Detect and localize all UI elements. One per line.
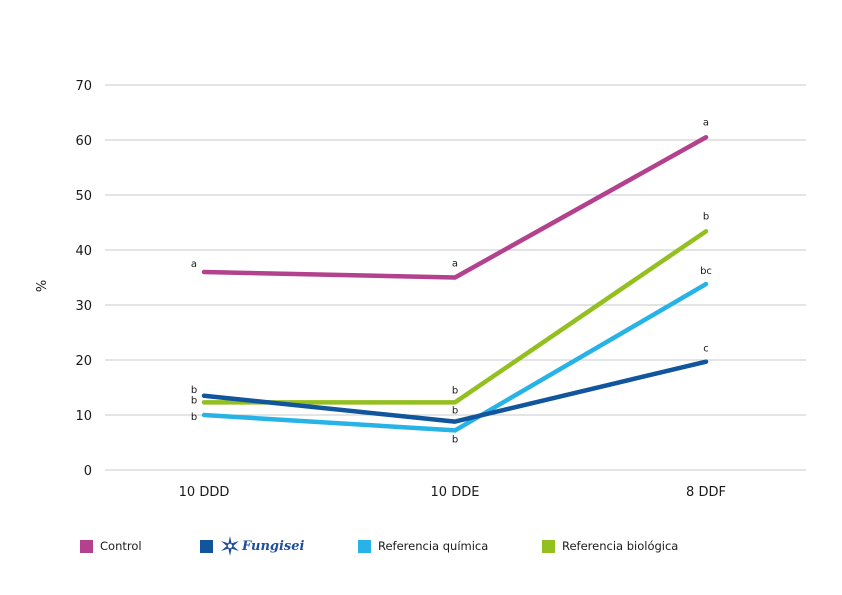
y-axis-ticks: 0 10 20 30 40 50 60 70	[75, 79, 92, 479]
y-tick-label: 0	[84, 464, 92, 479]
x-tick-label: 10 DDD	[179, 485, 230, 500]
series-line-referencia-química	[201, 281, 709, 433]
y-tick-label: 40	[75, 244, 92, 259]
significance-label: b	[191, 395, 197, 406]
significance-label: a	[452, 259, 458, 270]
y-tick-label: 20	[75, 354, 92, 369]
significance-label: a	[703, 117, 709, 128]
significance-label: b	[452, 406, 458, 417]
y-tick-label: 50	[75, 189, 92, 204]
significance-label: a	[191, 259, 197, 270]
significance-label: b	[452, 385, 458, 396]
y-tick-label: 30	[75, 299, 92, 314]
legend-item-referencia-quimica: Referencia química	[358, 536, 488, 556]
series-line-control	[201, 135, 709, 280]
fungisei-logo: Fungisei	[220, 536, 304, 556]
legend-swatch-fungisei	[200, 539, 213, 553]
significance-label: b	[191, 385, 197, 396]
x-tick-label: 8 DDF	[686, 485, 726, 500]
significance-label: b	[703, 211, 709, 222]
series-line-fungisei	[201, 359, 709, 424]
legend-item-control: Control	[80, 536, 142, 556]
y-axis-label: %	[35, 280, 50, 292]
significance-label: b	[452, 434, 458, 445]
legend-item-fungisei: Fungisei	[200, 536, 304, 556]
legend-item-referencia-biologica: Referencia biológica	[542, 536, 678, 556]
y-tick-label: 60	[75, 134, 92, 149]
x-tick-label: 10 DDE	[431, 485, 480, 500]
legend-swatch-control	[80, 539, 93, 553]
legend-label-control: Control	[100, 539, 142, 553]
y-tick-label: 10	[75, 409, 92, 424]
x-axis-ticks: 10 DDD 10 DDE 8 DDF	[179, 485, 726, 500]
series-lines	[201, 135, 709, 433]
legend-label-referencia-biologica: Referencia biológica	[562, 539, 679, 553]
significance-label: bc	[700, 266, 712, 277]
significance-label: b	[191, 412, 197, 423]
legend-swatch-referencia-quimica	[358, 539, 371, 553]
legend-label-fungisei: Fungisei	[242, 538, 305, 554]
significance-label: c	[703, 344, 709, 355]
star-icon	[221, 536, 239, 556]
y-tick-label: 70	[75, 79, 92, 94]
series-line-referencia-biológica	[201, 229, 709, 405]
legend-swatch-referencia-biologica	[542, 539, 555, 553]
legend: Control Fungisei Referencia química Refe…	[80, 536, 800, 556]
legend-label-referencia-quimica: Referencia química	[378, 539, 489, 553]
